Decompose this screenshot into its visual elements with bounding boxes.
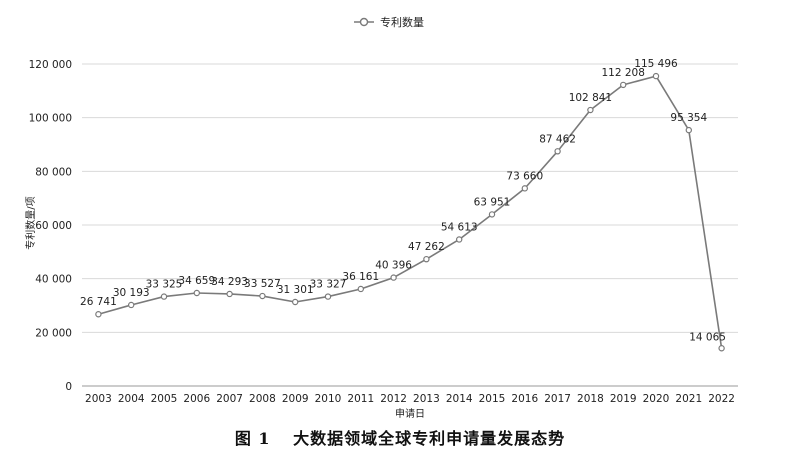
figure-title: 大数据领域全球专利申请量发展态势 (293, 429, 566, 448)
y-axis-ticks: 0 20 000 40 000 60 000 80 000 100 000 120 000 (29, 59, 72, 393)
data-point (488, 211, 496, 218)
x-axis-ticks: 2003 2004 2005 2006 2007 2008 2009 2010 2011 2012… (85, 393, 735, 405)
y-tick-label: 40 000 (35, 274, 72, 286)
series-line (95, 72, 725, 352)
data-label: 26 741 (80, 296, 117, 308)
x-tick-label: 2015 (479, 393, 506, 405)
data-point (423, 255, 430, 263)
data-label: 112 208 (601, 67, 644, 79)
data-point (127, 301, 135, 309)
data-point (226, 290, 233, 298)
data-point (718, 345, 725, 352)
data-point (193, 289, 200, 297)
x-tick-label: 2008 (249, 393, 276, 405)
x-tick-label: 2020 (643, 393, 670, 405)
legend-label: 专利数量 (380, 15, 424, 29)
data-label: 31 301 (277, 284, 314, 296)
data-label: 47 262 (408, 241, 445, 253)
data-label: 63 951 (474, 196, 511, 208)
data-label: 40 396 (375, 260, 412, 272)
data-label: 115 496 (634, 58, 678, 70)
x-tick-label: 2019 (610, 393, 637, 405)
data-point (652, 72, 660, 80)
data-label: 34 659 (178, 275, 215, 287)
y-tick-label: 60 000 (35, 220, 72, 232)
x-tick-label: 2013 (413, 393, 440, 405)
data-point (554, 148, 561, 155)
x-tick-label: 2010 (315, 393, 342, 405)
y-tick-label: 100 000 (29, 113, 72, 125)
series-polyline (98, 75, 723, 349)
data-point (456, 236, 463, 243)
data-point (620, 81, 627, 89)
x-tick-label: 2012 (380, 393, 407, 405)
x-tick-label: 2004 (118, 393, 145, 405)
figure-caption: 图 1 大数据领域全球专利申请量发展态势 (0, 425, 800, 449)
data-label: 33 527 (244, 278, 281, 290)
y-tick-label: 120 000 (29, 59, 72, 71)
y-axis-title: 专利数量/项 (24, 196, 37, 249)
gridlines (82, 63, 738, 387)
x-tick-label: 2014 (446, 393, 473, 405)
x-tick-label: 2005 (151, 393, 178, 405)
x-tick-label: 2003 (85, 393, 112, 405)
legend-marker-icon (359, 17, 369, 27)
x-tick-label: 2018 (577, 393, 604, 405)
data-label: 36 161 (342, 271, 379, 283)
data-label: 73 660 (506, 170, 543, 182)
x-tick-label: 2022 (708, 393, 735, 405)
x-tick-label: 2006 (183, 393, 210, 405)
y-tick-label: 0 (65, 381, 72, 393)
x-tick-label: 2017 (544, 393, 571, 405)
x-tick-label: 2007 (216, 393, 243, 405)
x-tick-label: 2009 (282, 393, 309, 405)
data-point (521, 185, 529, 192)
data-point (324, 293, 332, 300)
data-label: 95 354 (670, 112, 707, 124)
data-point (587, 106, 594, 114)
data-point (357, 285, 364, 293)
y-tick-label: 20 000 (35, 327, 72, 339)
x-tick-label: 2016 (511, 393, 538, 405)
data-label: 34 293 (211, 276, 248, 288)
data-label: 33 325 (146, 279, 183, 291)
data-label: 87 462 (539, 133, 576, 145)
x-tick-label: 2021 (675, 393, 702, 405)
figure-number: 图 1 (234, 429, 271, 448)
data-label: 33 327 (310, 279, 347, 291)
x-tick-label: 2011 (347, 393, 374, 405)
data-point (390, 274, 397, 281)
y-tick-label: 80 000 (35, 166, 72, 178)
legend: 专利数量 (354, 15, 424, 29)
x-axis-title: 申请日 (395, 407, 425, 420)
data-point (685, 126, 693, 134)
data-label: 30 193 (113, 287, 150, 299)
data-label: 14 065 (689, 331, 726, 343)
data-label: 54 613 (441, 221, 478, 233)
data-label: 102 841 (569, 92, 612, 104)
data-point (292, 298, 299, 306)
data-point (95, 311, 102, 318)
data-point (160, 293, 168, 300)
data-point (259, 292, 266, 300)
